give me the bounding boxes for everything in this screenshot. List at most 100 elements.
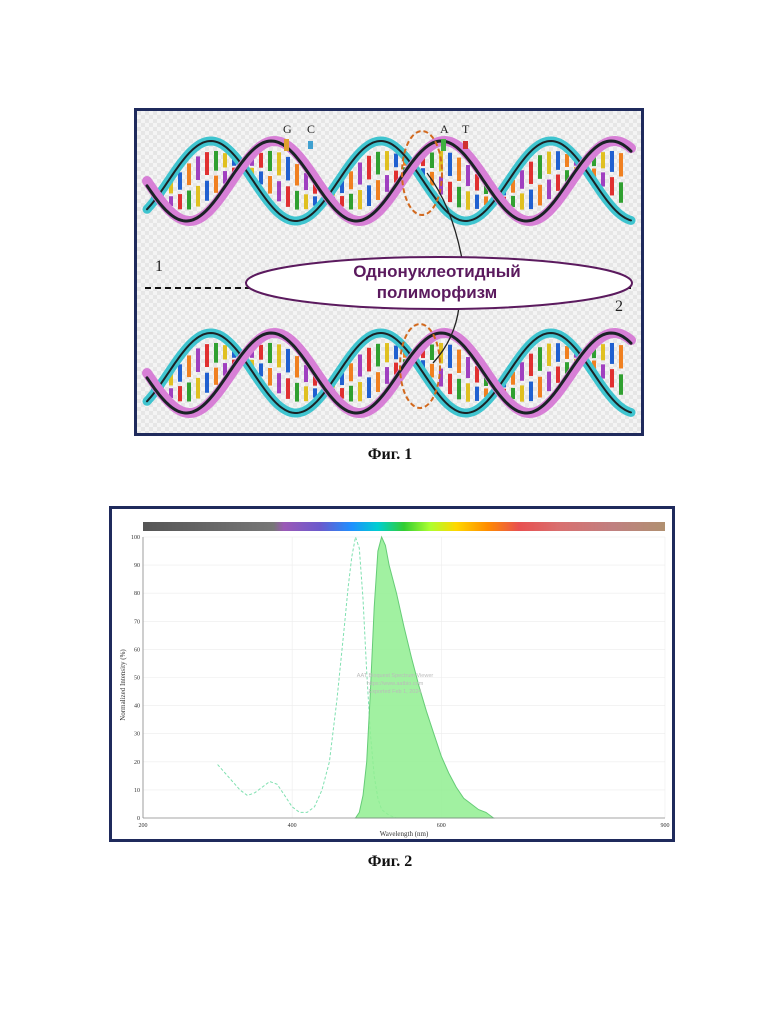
base-pair xyxy=(385,151,389,170)
base-pair xyxy=(187,191,191,210)
base-pair xyxy=(277,373,281,393)
x-tick-label: 600 xyxy=(437,823,446,829)
base-pair xyxy=(178,172,182,189)
y-tick-label: 30 xyxy=(134,732,140,738)
base-pair xyxy=(304,194,308,209)
base-pair xyxy=(349,171,353,189)
base-pair xyxy=(223,153,227,167)
base-pair xyxy=(205,373,209,393)
base-pair xyxy=(466,357,470,378)
base-block-g xyxy=(284,139,289,151)
base-pair xyxy=(448,182,452,202)
base-pair xyxy=(277,181,281,201)
base-pair xyxy=(430,364,434,378)
y-tick-label: 60 xyxy=(134,647,140,653)
base-pair xyxy=(511,196,515,207)
watermark-line2: https://www.aatbio.com xyxy=(367,681,424,687)
x-axis-label: Wavelength (nm) xyxy=(380,830,429,838)
base-pair xyxy=(214,176,218,193)
base-pair xyxy=(214,151,218,171)
base-pair xyxy=(349,194,353,210)
base-pair xyxy=(277,152,281,175)
y-tick-label: 10 xyxy=(134,788,140,794)
base-pair xyxy=(520,362,524,381)
y-tick-label: 80 xyxy=(134,591,140,597)
base-pair xyxy=(187,163,191,185)
base-pair xyxy=(520,385,524,401)
base-pair xyxy=(268,151,272,171)
base-pair xyxy=(196,378,200,399)
base-pair xyxy=(205,344,209,367)
base-pair xyxy=(286,186,290,207)
base-pair xyxy=(376,344,380,367)
base-pair xyxy=(619,374,623,394)
base-pair xyxy=(394,154,398,168)
base-pair xyxy=(538,377,542,398)
y-axis-label: Normalized Intensity (%) xyxy=(119,649,127,721)
base-pair xyxy=(529,162,533,184)
base-label-t: T xyxy=(462,122,470,136)
base-pair xyxy=(610,343,614,364)
base-pair xyxy=(601,172,605,186)
base-pair xyxy=(538,155,542,179)
base-pair xyxy=(376,372,380,392)
base-pair xyxy=(547,344,551,366)
base-pair xyxy=(448,374,452,394)
base-pair xyxy=(547,152,551,174)
base-pair xyxy=(601,364,605,378)
base-label-c: C xyxy=(307,122,315,136)
figure-2-caption: Фиг. 2 xyxy=(0,853,780,871)
snp-label-line2: полиморфизм xyxy=(377,283,498,302)
y-tick-label: 40 xyxy=(134,704,140,710)
base-pair xyxy=(196,348,200,372)
base-pair xyxy=(295,383,299,402)
figure-1-frame: Однонуклеотидный полиморфизм 1 2 G C A T xyxy=(134,108,644,436)
base-pair xyxy=(259,153,263,168)
base-pair xyxy=(448,153,452,176)
base-pair xyxy=(619,153,623,176)
base-pair xyxy=(259,345,263,360)
base-pair xyxy=(538,347,542,371)
base-pair xyxy=(205,152,209,175)
x-tick-label: 200 xyxy=(139,823,148,829)
base-pair xyxy=(619,345,623,368)
base-pair xyxy=(457,350,461,373)
base-pair xyxy=(610,369,614,387)
y-tick-label: 50 xyxy=(134,676,140,682)
base-pair xyxy=(358,190,362,209)
strand-label-2: 2 xyxy=(615,298,623,315)
watermark-line3: Exported Feb 1, 2024 xyxy=(369,689,422,695)
base-pair xyxy=(187,355,191,377)
base-pair xyxy=(547,180,551,200)
base-pair xyxy=(466,191,470,209)
x-tick-label: 900 xyxy=(661,823,670,829)
base-pair xyxy=(538,185,542,206)
base-label-g: G xyxy=(283,122,292,136)
base-pair xyxy=(430,152,434,168)
base-pair xyxy=(268,368,272,386)
base-pair xyxy=(358,355,362,377)
base-pair xyxy=(475,195,479,209)
base-pair xyxy=(556,151,560,170)
base-pair xyxy=(214,343,218,363)
base-pair xyxy=(358,382,362,401)
base-pair xyxy=(358,163,362,185)
snp-label-line1: Однонуклеотидный xyxy=(353,262,520,281)
base-pair xyxy=(178,386,182,401)
base-pair xyxy=(457,379,461,399)
base-pair xyxy=(556,367,560,383)
y-tick-label: 100 xyxy=(131,535,140,541)
base-pair xyxy=(304,386,308,401)
base-pair xyxy=(367,156,371,180)
base-pair xyxy=(385,175,389,192)
watermark-line1: AAT Bioquest Spectrum Viewer xyxy=(357,673,434,679)
base-block-c xyxy=(308,141,313,149)
base-pair xyxy=(529,354,533,376)
base-pair xyxy=(196,186,200,207)
base-pair xyxy=(529,382,533,402)
x-tick-label: 400 xyxy=(288,823,297,829)
base-pair xyxy=(295,164,299,185)
base-pair xyxy=(268,176,272,194)
base-pair xyxy=(601,344,605,360)
base-pair xyxy=(385,367,389,384)
